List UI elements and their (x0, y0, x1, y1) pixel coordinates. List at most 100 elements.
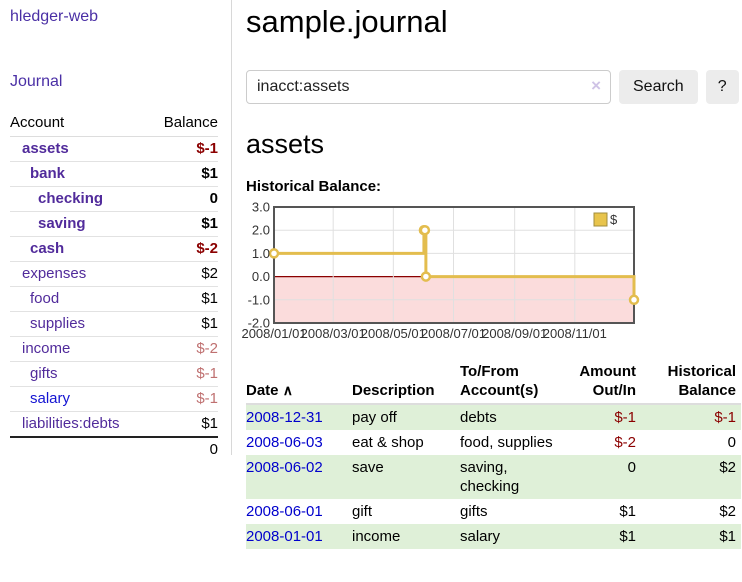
svg-text:1.0: 1.0 (252, 246, 270, 261)
account-link[interactable]: income (22, 340, 71, 357)
page-title: sample.journal (246, 4, 448, 39)
register-row: 2008-06-03 eat & shop food, supplies $-2… (246, 430, 741, 455)
transaction-amount: 0 (627, 459, 636, 476)
account-row: saving $1 (10, 211, 218, 237)
data-point-marker (628, 294, 640, 306)
sidebar-item-journal[interactable]: Journal (10, 73, 63, 90)
data-point-marker (419, 224, 431, 236)
account-balance: $-1 (149, 361, 218, 387)
account-balance: $-1 (149, 136, 218, 162)
svg-text:2008/01/01: 2008/01/01 (241, 326, 306, 341)
transaction-balance: $-1 (714, 409, 736, 426)
transaction-accounts: debts (460, 409, 497, 426)
svg-text:-1.0: -1.0 (248, 292, 270, 307)
account-link[interactable]: liabilities:debts (22, 415, 120, 432)
account-link[interactable]: cash (30, 240, 65, 257)
legend-swatch (593, 212, 608, 227)
search-bar: × Search ? (246, 70, 742, 104)
transaction-balance: $1 (719, 528, 736, 545)
svg-text:-2.0: -2.0 (248, 316, 270, 331)
account-link[interactable]: supplies (30, 315, 86, 332)
historical-balance-chart: $3.0 2.0 1.0 0.0 -1.0 -2.0 2008/01/01 2008/03/0… (241, 200, 742, 343)
transaction-date-link[interactable]: 2008-01-01 (246, 528, 323, 545)
column-header-balance: Historical Balance (644, 359, 741, 405)
sidebar: hledger-web Journal Account Balance asse… (0, 0, 232, 462)
account-link[interactable]: salary (30, 390, 71, 407)
svg-text:2008/05/01: 2008/05/01 (361, 326, 426, 341)
svg-text:0.0: 0.0 (252, 269, 270, 284)
search-button[interactable]: Search (619, 70, 698, 104)
account-balance: $1 (149, 286, 218, 312)
svg-text:2.0: 2.0 (252, 223, 270, 238)
register-table: Date ∧ Description To/From Account(s) Am… (246, 359, 741, 549)
search-input[interactable] (246, 70, 611, 104)
account-balance: 0 (149, 186, 218, 212)
account-link[interactable]: food (30, 290, 60, 307)
sort-ascending-icon: ∧ (282, 382, 293, 398)
chart-title: Historical Balance: (246, 178, 382, 195)
accounts-header-balance: Balance (149, 112, 218, 137)
account-heading: assets (246, 129, 325, 159)
accounts-header-account: Account (10, 112, 150, 137)
transaction-amount: $-1 (614, 409, 636, 426)
column-header-description: Description (344, 359, 452, 405)
register-row: 2008-06-01 gift gifts $1 $2 (246, 499, 741, 524)
main-content: sample.journal × Search ? assets Histori… (232, 0, 742, 549)
account-row: income $-2 (10, 336, 218, 362)
account-row: cash $-2 (10, 236, 218, 262)
column-header-accounts: To/From Account(s) (452, 359, 564, 405)
accounts-header-row: Account Balance (10, 112, 218, 137)
account-balance: $1 (149, 161, 218, 187)
transaction-date-link[interactable]: 2008-06-01 (246, 503, 323, 520)
register-row: 2008-12-31 pay off debts $-1 $-1 (246, 404, 741, 430)
transaction-description: pay off (352, 409, 397, 426)
accounts-table: Account Balance assets $-1 bank $1 check… (10, 112, 218, 462)
register-header-row: Date ∧ Description To/From Account(s) Am… (246, 359, 741, 405)
account-row: supplies $1 (10, 311, 218, 337)
transaction-date-link[interactable]: 2008-06-03 (246, 434, 323, 451)
account-link[interactable]: expenses (22, 265, 87, 282)
app-window: hledger-web Journal Account Balance asse… (0, 0, 742, 549)
clear-search-icon[interactable]: × (591, 76, 601, 95)
register-row: 2008-01-01 income salary $1 $1 (246, 524, 741, 549)
transaction-balance: $2 (719, 503, 736, 520)
account-balance: $-2 (149, 336, 218, 362)
account-row: food $1 (10, 286, 218, 312)
data-point-marker (268, 248, 280, 259)
account-row: liabilities:debts $1 (10, 411, 218, 438)
transaction-accounts: salary (460, 528, 501, 545)
account-row: checking 0 (10, 186, 218, 212)
svg-text:2008/09/01: 2008/09/01 (482, 326, 547, 341)
account-balance: $1 (149, 211, 218, 237)
accounts-total-row: 0 (10, 436, 218, 462)
transaction-description: eat & shop (352, 434, 424, 451)
account-link[interactable]: bank (30, 165, 66, 182)
transaction-date-link[interactable]: 2008-06-02 (246, 459, 323, 476)
transaction-amount: $1 (619, 528, 636, 545)
column-header-date[interactable]: Date ∧ (246, 359, 344, 405)
account-balance: $-1 (149, 386, 218, 412)
brand-link[interactable]: hledger-web (10, 8, 99, 25)
account-link[interactable]: checking (38, 190, 104, 207)
transaction-accounts: gifts (460, 503, 488, 520)
svg-text:2008/11/01: 2008/11/01 (543, 326, 607, 341)
legend-label: $ (610, 212, 618, 227)
svg-text:3.0: 3.0 (252, 200, 270, 215)
help-button[interactable]: ? (705, 70, 739, 104)
transaction-balance: 0 (727, 434, 736, 451)
account-row: assets $-1 (10, 136, 218, 162)
column-header-amount: Amount Out/In (564, 359, 644, 405)
account-link[interactable]: gifts (30, 365, 58, 382)
transaction-amount: $-2 (614, 434, 636, 451)
account-balance: $1 (149, 411, 218, 438)
svg-text:2008/07/01: 2008/07/01 (421, 326, 486, 341)
account-row: bank $1 (10, 161, 218, 187)
account-row: expenses $2 (10, 261, 218, 287)
account-link[interactable]: assets (22, 140, 69, 157)
transaction-balance: $2 (719, 459, 736, 476)
account-link[interactable]: saving (38, 215, 86, 232)
data-point-marker (420, 271, 432, 282)
transaction-date-link[interactable]: 2008-12-31 (246, 409, 323, 426)
account-row: gifts $-1 (10, 361, 218, 387)
plot-border (273, 206, 635, 324)
